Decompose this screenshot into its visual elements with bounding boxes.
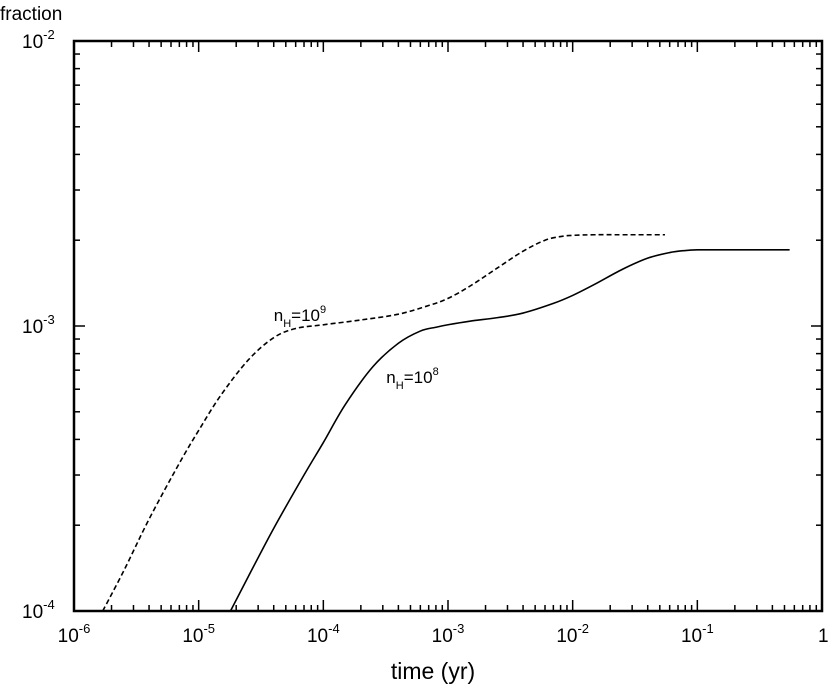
plot-frame [72, 39, 824, 613]
x-tick-label: 10-5 [182, 621, 215, 647]
x-tick-labels: 10-6 10-5 10-4 10-3 10-2 10-1 1 [58, 621, 829, 647]
x-tick-label: 10-1 [681, 621, 714, 647]
x-axis-label: time (yr) [391, 658, 475, 684]
series-group [102, 233, 790, 612]
y-axis-label: fraction [0, 4, 62, 25]
x-tick-label: 10-2 [556, 621, 589, 647]
solid-series-line [229, 249, 790, 612]
annotations: nH=109 nH=108 [274, 304, 439, 392]
plot-area [74, 41, 822, 611]
x-tick-label: 10-6 [58, 621, 91, 647]
dashed-series-line [102, 233, 665, 612]
y-tick-label: 10-2 [22, 27, 55, 53]
x-tick-label: 10-4 [307, 621, 340, 647]
x-tick-label: 10-3 [432, 621, 465, 647]
series-annotation: nH=108 [386, 366, 438, 392]
y-tick-label: 10-3 [22, 312, 55, 338]
y-tick-labels: 10-4 10-3 10-2 [22, 27, 55, 623]
x-tick-label: 1 [818, 626, 829, 647]
series-annotation: nH=109 [274, 304, 326, 330]
y-tick-label: 10-4 [22, 597, 55, 623]
